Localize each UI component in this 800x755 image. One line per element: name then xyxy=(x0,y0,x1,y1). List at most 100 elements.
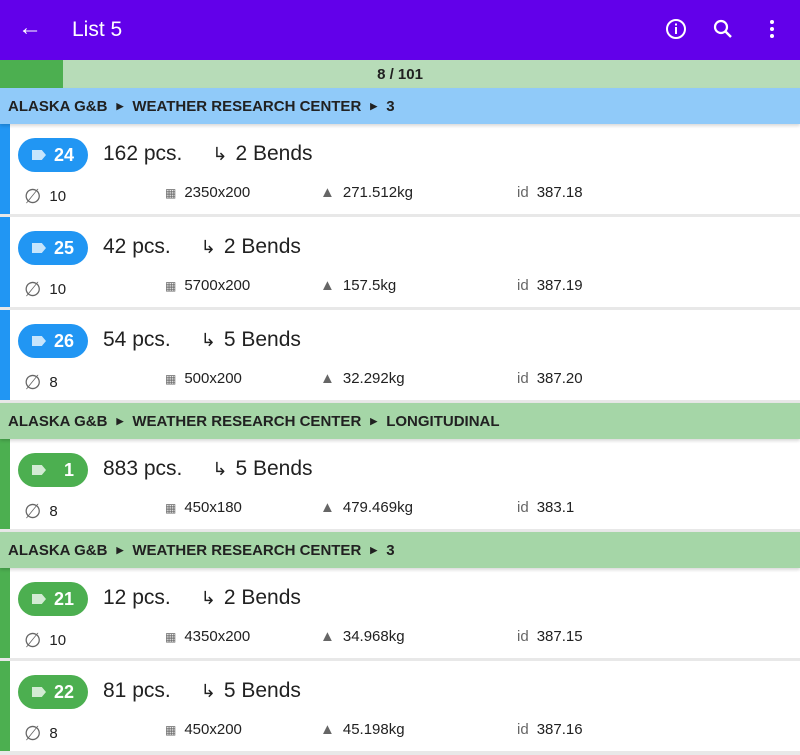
breadcrumb-item: WEATHER RESEARCH CENTER xyxy=(132,412,362,430)
breadcrumb-item: ALASKA G&B xyxy=(8,541,108,559)
ruler-icon: ▦ xyxy=(165,722,177,737)
breadcrumb-item: ALASKA G&B xyxy=(8,412,108,430)
id-label: id xyxy=(517,628,529,645)
dimensions: 4350x200 xyxy=(184,628,251,645)
position-number: 22 xyxy=(53,681,74,702)
id-label: id xyxy=(517,721,529,738)
bend-icon: ↳ xyxy=(212,143,228,164)
bend-icon: ↳ xyxy=(200,236,216,257)
weight: 45.198kg xyxy=(342,721,405,738)
ruler-icon: ▦ xyxy=(165,629,177,644)
diameter: 8 xyxy=(49,503,58,520)
item-id: 387.15 xyxy=(536,628,583,645)
pieces-count: 42 pcs. xyxy=(103,235,171,258)
weight-icon: ▲ xyxy=(320,184,335,201)
id-label: id xyxy=(517,370,529,387)
weight-icon: ▲ xyxy=(320,499,335,516)
app-bar: ← List 5 xyxy=(0,0,800,60)
position-number: 25 xyxy=(53,237,74,258)
diameter-icon: ∅ xyxy=(24,723,42,745)
group-header[interactable]: ALASKA G&B ▶ WEATHER RESEARCH CENTER ▶ 3 xyxy=(0,532,800,568)
search-icon[interactable] xyxy=(709,15,737,43)
breadcrumb-separator-icon: ▶ xyxy=(370,100,378,111)
diameter-icon: ∅ xyxy=(24,501,42,523)
breadcrumb-separator-icon: ▶ xyxy=(116,415,124,426)
id-label: id xyxy=(517,277,529,294)
breadcrumb-separator-icon: ▶ xyxy=(370,415,378,426)
status-stripe xyxy=(0,310,10,400)
diameter-icon: ∅ xyxy=(24,372,42,394)
weight: 32.292kg xyxy=(342,370,405,387)
dimensions: 5700x200 xyxy=(184,277,251,294)
diameter: 8 xyxy=(49,725,58,742)
pieces-count: 12 pcs. xyxy=(103,586,171,609)
pieces-count: 54 pcs. xyxy=(103,328,171,351)
item-list[interactable]: ALASKA G&B ▶ WEATHER RESEARCH CENTER ▶ 3 24 … xyxy=(0,88,800,751)
breadcrumb-item: WEATHER RESEARCH CENTER xyxy=(132,541,362,559)
tag-icon xyxy=(32,150,46,160)
position-number: 26 xyxy=(53,330,74,351)
position-number: 1 xyxy=(63,459,74,480)
progress-bar: 8 / 101 xyxy=(0,60,800,88)
breadcrumb-item: 3 xyxy=(386,541,395,559)
weight-icon: ▲ xyxy=(320,277,335,294)
pieces-count: 81 pcs. xyxy=(103,679,171,702)
dimensions: 500x200 xyxy=(184,370,242,387)
id-label: id xyxy=(517,499,529,516)
weight: 157.5kg xyxy=(342,277,397,294)
dimensions: 2350x200 xyxy=(184,184,251,201)
tag-icon xyxy=(32,336,46,346)
position-badge: 1 xyxy=(18,453,88,487)
breadcrumb-separator-icon: ▶ xyxy=(116,100,124,111)
bends-count: 2 Bends xyxy=(223,586,301,609)
bends-count: 2 Bends xyxy=(223,235,301,258)
list-item[interactable]: 24 162 pcs. ↳ 2 Bends ∅ 10 ▦ 2350x200 ▲ 271.5… xyxy=(0,124,800,214)
diameter: 10 xyxy=(49,281,67,298)
item-id: 387.19 xyxy=(536,277,583,294)
item-id: 387.20 xyxy=(536,370,583,387)
position-badge: 25 xyxy=(18,231,88,265)
id-label: id xyxy=(517,184,529,201)
breadcrumb-separator-icon: ▶ xyxy=(370,544,378,555)
breadcrumb-separator-icon: ▶ xyxy=(116,544,124,555)
group-header[interactable]: ALASKA G&B ▶ WEATHER RESEARCH CENTER ▶ 3 xyxy=(0,88,800,124)
bend-icon: ↳ xyxy=(200,680,216,701)
list-item[interactable]: 22 81 pcs. ↳ 5 Bends ∅ 8 ▦ 450x200 ▲ 45.198kg… xyxy=(0,661,800,751)
position-badge: 22 xyxy=(18,675,88,709)
weight-icon: ▲ xyxy=(320,628,335,645)
position-badge: 21 xyxy=(18,582,88,616)
breadcrumb-item: LONGITUDINAL xyxy=(386,412,500,430)
bend-icon: ↳ xyxy=(200,329,216,350)
weight: 271.512kg xyxy=(342,184,413,201)
ruler-icon: ▦ xyxy=(165,500,177,515)
ruler-icon: ▦ xyxy=(165,371,177,386)
group-header[interactable]: ALASKA G&B ▶ WEATHER RESEARCH CENTER ▶ LONGI… xyxy=(0,403,800,439)
diameter-icon: ∅ xyxy=(24,630,42,652)
pieces-count: 883 pcs. xyxy=(103,457,183,480)
progress-fill xyxy=(0,60,64,88)
weight: 479.469kg xyxy=(342,499,413,516)
back-arrow-icon[interactable]: ← xyxy=(18,14,42,41)
bend-icon: ↳ xyxy=(200,587,216,608)
list-item[interactable]: 21 12 pcs. ↳ 2 Bends ∅ 10 ▦ 4350x200 ▲ 34.968… xyxy=(0,568,800,658)
info-icon[interactable] xyxy=(662,15,690,43)
breadcrumb-item: 3 xyxy=(386,97,395,115)
breadcrumb-item: WEATHER RESEARCH CENTER xyxy=(132,97,362,115)
diameter-icon: ∅ xyxy=(24,186,42,208)
more-vert-icon[interactable] xyxy=(758,15,786,43)
page-title: List 5 xyxy=(72,18,123,41)
tag-icon xyxy=(32,465,46,475)
diameter: 10 xyxy=(49,188,67,205)
status-stripe xyxy=(0,124,10,214)
status-stripe xyxy=(0,661,10,751)
list-item[interactable]: 1 883 pcs. ↳ 5 Bends ∅ 8 ▦ 450x180 ▲ 479.469k… xyxy=(0,439,800,529)
tag-icon xyxy=(32,687,46,697)
dimensions: 450x200 xyxy=(184,721,242,738)
position-badge: 26 xyxy=(18,324,88,358)
item-id: 387.16 xyxy=(536,721,583,738)
list-item[interactable]: 25 42 pcs. ↳ 2 Bends ∅ 10 ▦ 5700x200 ▲ 157.5k… xyxy=(0,217,800,307)
position-badge: 24 xyxy=(18,138,88,172)
weight-icon: ▲ xyxy=(320,370,335,387)
list-item[interactable]: 26 54 pcs. ↳ 5 Bends ∅ 8 ▦ 500x200 ▲ 32.292kg… xyxy=(0,310,800,400)
bends-count: 5 Bends xyxy=(223,679,301,702)
